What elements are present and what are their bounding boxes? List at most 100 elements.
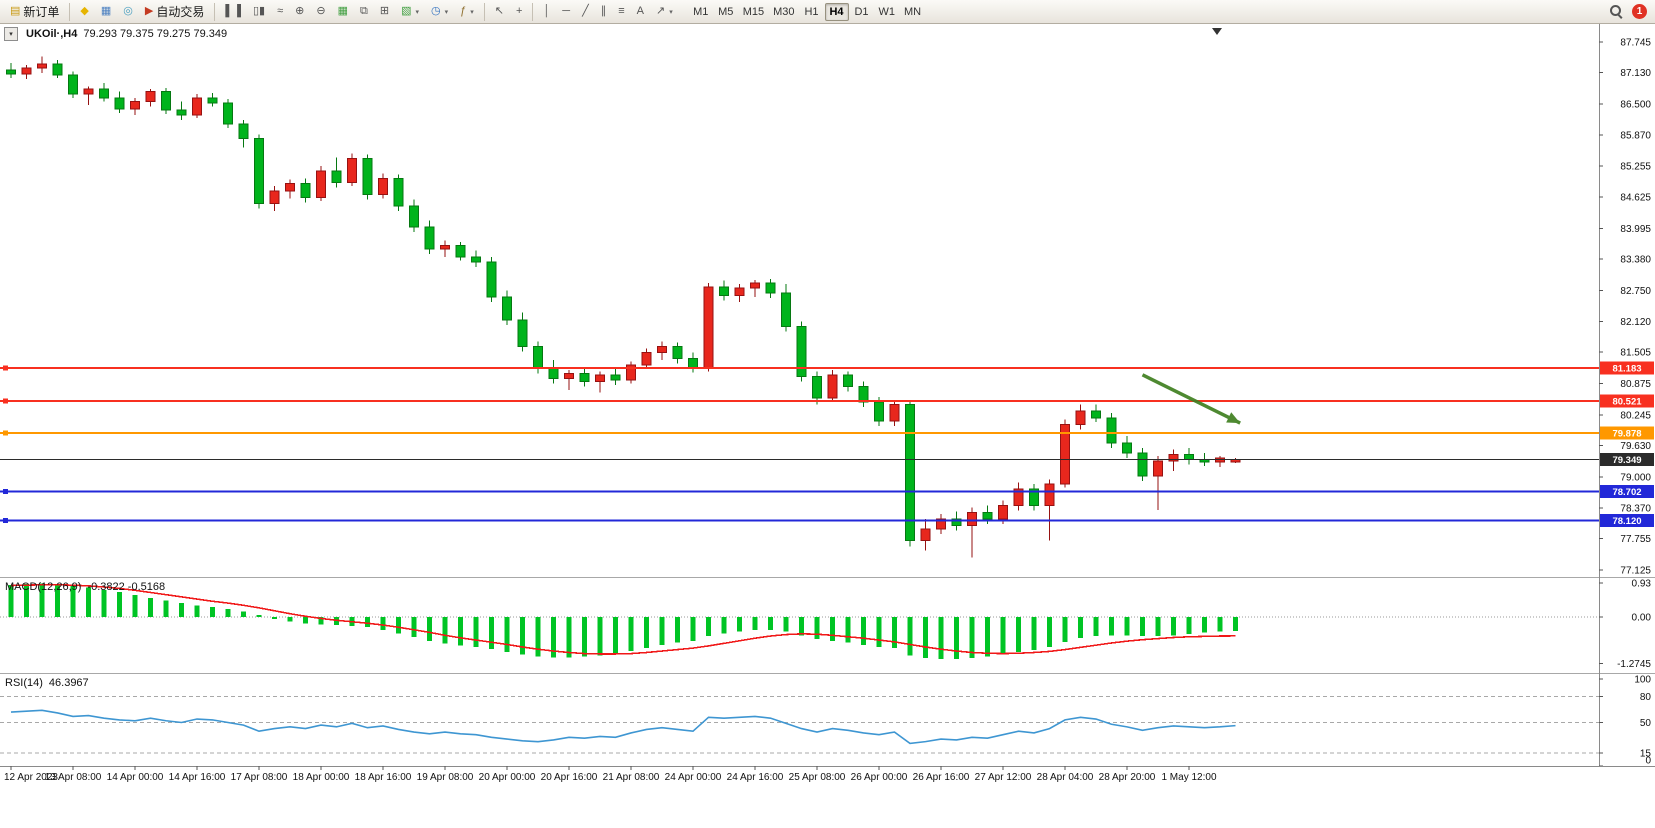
- chart-shift-marker[interactable]: [1212, 28, 1222, 35]
- bar-chart-mode-button[interactable]: ▌▐: [220, 2, 246, 22]
- timeframe-button-m5[interactable]: M5: [714, 3, 738, 21]
- price-tag-box: [1600, 394, 1654, 408]
- price-axis[interactable]: 87.745 87.130 86.500 85.870 85.255 84.625 83.9…: [1599, 24, 1651, 767]
- rsi-name: RSI(14): [5, 677, 43, 689]
- fibonacci-tool-button[interactable]: ≡: [613, 2, 629, 22]
- clock-icon: ◷: [430, 5, 441, 17]
- timeframe-button-m30[interactable]: M30: [769, 3, 798, 21]
- dropdown-arrow-icon[interactable]: ▾: [470, 8, 474, 16]
- price-tag-box: [1600, 361, 1654, 375]
- time-axis-label: 18 Apr 16:00: [355, 772, 412, 783]
- zoom-out-icon: ⊖: [316, 5, 326, 17]
- horizontal-line-tool-button[interactable]: ─: [557, 2, 575, 22]
- candle-body: [1029, 488, 1039, 507]
- arrows-tool-button[interactable]: ↗ ▾: [651, 2, 678, 22]
- price-axis-label: 78.370: [1620, 504, 1651, 515]
- candlestick-mode-button[interactable]: ▯▮: [248, 2, 270, 22]
- candle-body: [471, 256, 481, 263]
- candle-body: [1044, 483, 1055, 507]
- symbol-dropdown-button[interactable]: ▾: [4, 27, 18, 41]
- channel-icon: ∥: [600, 5, 607, 17]
- timeframe-button-h1[interactable]: H1: [800, 3, 824, 21]
- text-tool-button[interactable]: A: [632, 2, 649, 22]
- zoom-out-button[interactable]: ⊖: [311, 2, 330, 22]
- timeframe-button-m15[interactable]: M15: [739, 3, 768, 21]
- candle-body: [998, 505, 1008, 520]
- candle-body: [52, 63, 63, 76]
- new-chart-button[interactable]: ▧ ▾: [396, 2, 424, 22]
- candle-body: [982, 512, 993, 520]
- indicators-button[interactable]: ƒ ▾: [455, 2, 479, 22]
- candle-body: [68, 74, 78, 95]
- time-axis-label: 27 Apr 12:00: [975, 772, 1032, 783]
- macd-name: MACD(12,26,9): [5, 581, 82, 593]
- toolbar-separator: [214, 2, 216, 21]
- arrow-annotation[interactable]: [1141, 373, 1241, 425]
- bar-chart-icon: ▌▐: [225, 5, 241, 17]
- candle-body: [238, 123, 249, 140]
- tile-windows-button[interactable]: ▦: [333, 2, 353, 22]
- macd-histogram: [8, 583, 1238, 660]
- timeframe-button-h4[interactable]: H4: [824, 2, 849, 21]
- macd-axis-label: 0.93: [1632, 578, 1652, 589]
- candle-body: [905, 404, 915, 541]
- crosshair-tool-button[interactable]: +: [511, 2, 527, 22]
- arrange-windows-icon: ⊞: [379, 5, 390, 17]
- market-watch-button[interactable]: ▦: [96, 2, 116, 22]
- trendline-icon: ╱: [582, 5, 589, 17]
- candle-body: [765, 282, 776, 294]
- vertical-line-tool-button[interactable]: │: [538, 2, 555, 22]
- line-chart-mode-button[interactable]: ≈: [272, 2, 288, 22]
- timeframe-button-w1[interactable]: W1: [875, 3, 900, 21]
- new-order-button[interactable]: ▤ 新订单: [5, 2, 64, 22]
- ohlc-label: 79.293 79.375 79.275 79.349: [83, 28, 228, 40]
- price-tags: 81.183 80.521 79.878 79.349 78.702 78.120: [1600, 361, 1654, 528]
- macd-values: -0.3822 -0.5168: [87, 581, 166, 593]
- price-tag-box: [1600, 514, 1654, 528]
- candle-body: [130, 100, 140, 110]
- indicator-function-icon: ƒ: [460, 5, 467, 17]
- auto-trading-button[interactable]: ▶ 自动交易: [140, 2, 209, 22]
- dropdown-arrow-icon[interactable]: ▾: [669, 8, 673, 16]
- timeframe-group: M1 M5 M15 M30 H1 H4 D1 W1 MN: [689, 2, 925, 21]
- price-tag: 79.349: [1612, 455, 1641, 466]
- zoom-in-button[interactable]: ⊕: [290, 2, 309, 22]
- candle-body: [409, 205, 419, 228]
- candle-body: [827, 374, 838, 399]
- channel-tool-button[interactable]: ∥: [596, 2, 612, 22]
- horizontal-lines-layer[interactable]: [0, 365, 1599, 524]
- auto-trading-button-label: 自动交易: [156, 5, 205, 19]
- candle-body: [300, 182, 311, 198]
- candle-body: [347, 158, 357, 183]
- candle-body: [145, 90, 156, 102]
- price-tag: 80.521: [1612, 397, 1642, 408]
- search-icon[interactable]: [1609, 4, 1624, 19]
- toolbar-separator: [483, 2, 485, 21]
- candle-body: [362, 158, 373, 195]
- cursor-tool-button[interactable]: ↖: [490, 2, 509, 22]
- cascade-windows-button[interactable]: ⧉: [355, 2, 373, 22]
- price-axis-label: 84.625: [1620, 193, 1651, 204]
- dropdown-arrow-icon[interactable]: ▾: [444, 8, 449, 16]
- rsi-axis-label: 50: [1640, 718, 1652, 729]
- timeframe-button-m1[interactable]: M1: [689, 3, 713, 21]
- candle-body: [424, 226, 435, 250]
- macd-panel: [0, 583, 1599, 660]
- arrange-windows-button[interactable]: ⊞: [375, 2, 394, 22]
- trendline-tool-button[interactable]: ╱: [577, 2, 594, 22]
- toolbar-separator: [69, 2, 71, 21]
- panel-dividers[interactable]: [0, 577, 1655, 674]
- period-button[interactable]: ◷ ▾: [426, 2, 453, 22]
- timeframe-button-d1[interactable]: D1: [850, 3, 874, 21]
- time-axis-label: 19 Apr 08:00: [417, 772, 474, 783]
- price-axis-label: 80.875: [1620, 379, 1651, 390]
- data-window-button[interactable]: ◎: [118, 2, 138, 22]
- candle-body: [533, 346, 543, 369]
- notification-badge[interactable]: 1: [1632, 4, 1647, 19]
- dropdown-arrow-icon[interactable]: ▾: [415, 8, 419, 16]
- charts-profile-button[interactable]: ◆: [75, 2, 93, 22]
- time-axis-label: 20 Apr 16:00: [541, 772, 598, 783]
- timeframe-button-mn[interactable]: MN: [900, 3, 925, 21]
- candle-body: [703, 286, 714, 368]
